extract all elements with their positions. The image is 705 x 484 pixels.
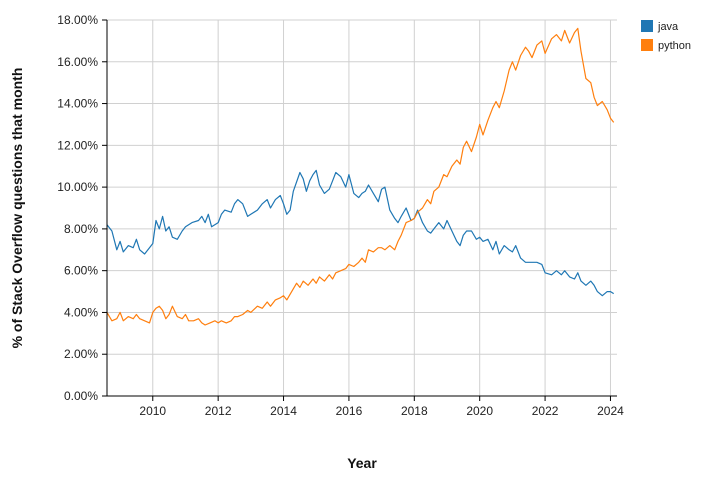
x-tick-label: 2022 (532, 404, 559, 418)
series-line-python (106, 27, 615, 326)
x-tick-label: 2016 (336, 404, 363, 418)
y-tick-label: 10.00% (57, 180, 98, 194)
series-line-java (106, 169, 615, 297)
legend-label-java: java (657, 21, 679, 33)
legend-swatch-python (641, 39, 653, 51)
x-tick-label: 2010 (139, 404, 166, 418)
legend: java python (641, 20, 691, 52)
x-tick-labels: 2010 2012 2014 2016 2018 2020 2022 2024 (139, 396, 624, 418)
x-tick-label: 2018 (401, 404, 428, 418)
legend-label-python: python (658, 40, 691, 52)
y-tick-label: 8.00% (64, 222, 98, 236)
series-lines (106, 27, 615, 326)
x-tick-label: 2024 (597, 404, 624, 418)
legend-swatch-java (641, 20, 653, 32)
x-tick-label: 2014 (270, 404, 297, 418)
y-tick-labels: 0.00% 2.00% 4.00% 6.00% 8.00% 10.00% 12.00% 14.… (57, 13, 107, 403)
y-tick-label: 4.00% (64, 305, 98, 319)
y-tick-label: 12.00% (57, 138, 98, 152)
x-axis-title: Year (347, 455, 377, 471)
y-tick-label: 18.00% (57, 13, 98, 27)
x-tick-label: 2020 (466, 404, 493, 418)
y-tick-label: 16.00% (57, 55, 98, 69)
y-tick-label: 6.00% (64, 264, 98, 278)
y-tick-label: 2.00% (64, 347, 98, 361)
axes (106, 20, 617, 397)
x-tick-label: 2012 (205, 404, 232, 418)
y-axis-title: % of Stack Overflow questions that month (9, 68, 25, 349)
y-tick-label: 14.00% (57, 97, 98, 111)
grid-lines (107, 19, 617, 397)
y-tick-label: 0.00% (64, 389, 98, 403)
